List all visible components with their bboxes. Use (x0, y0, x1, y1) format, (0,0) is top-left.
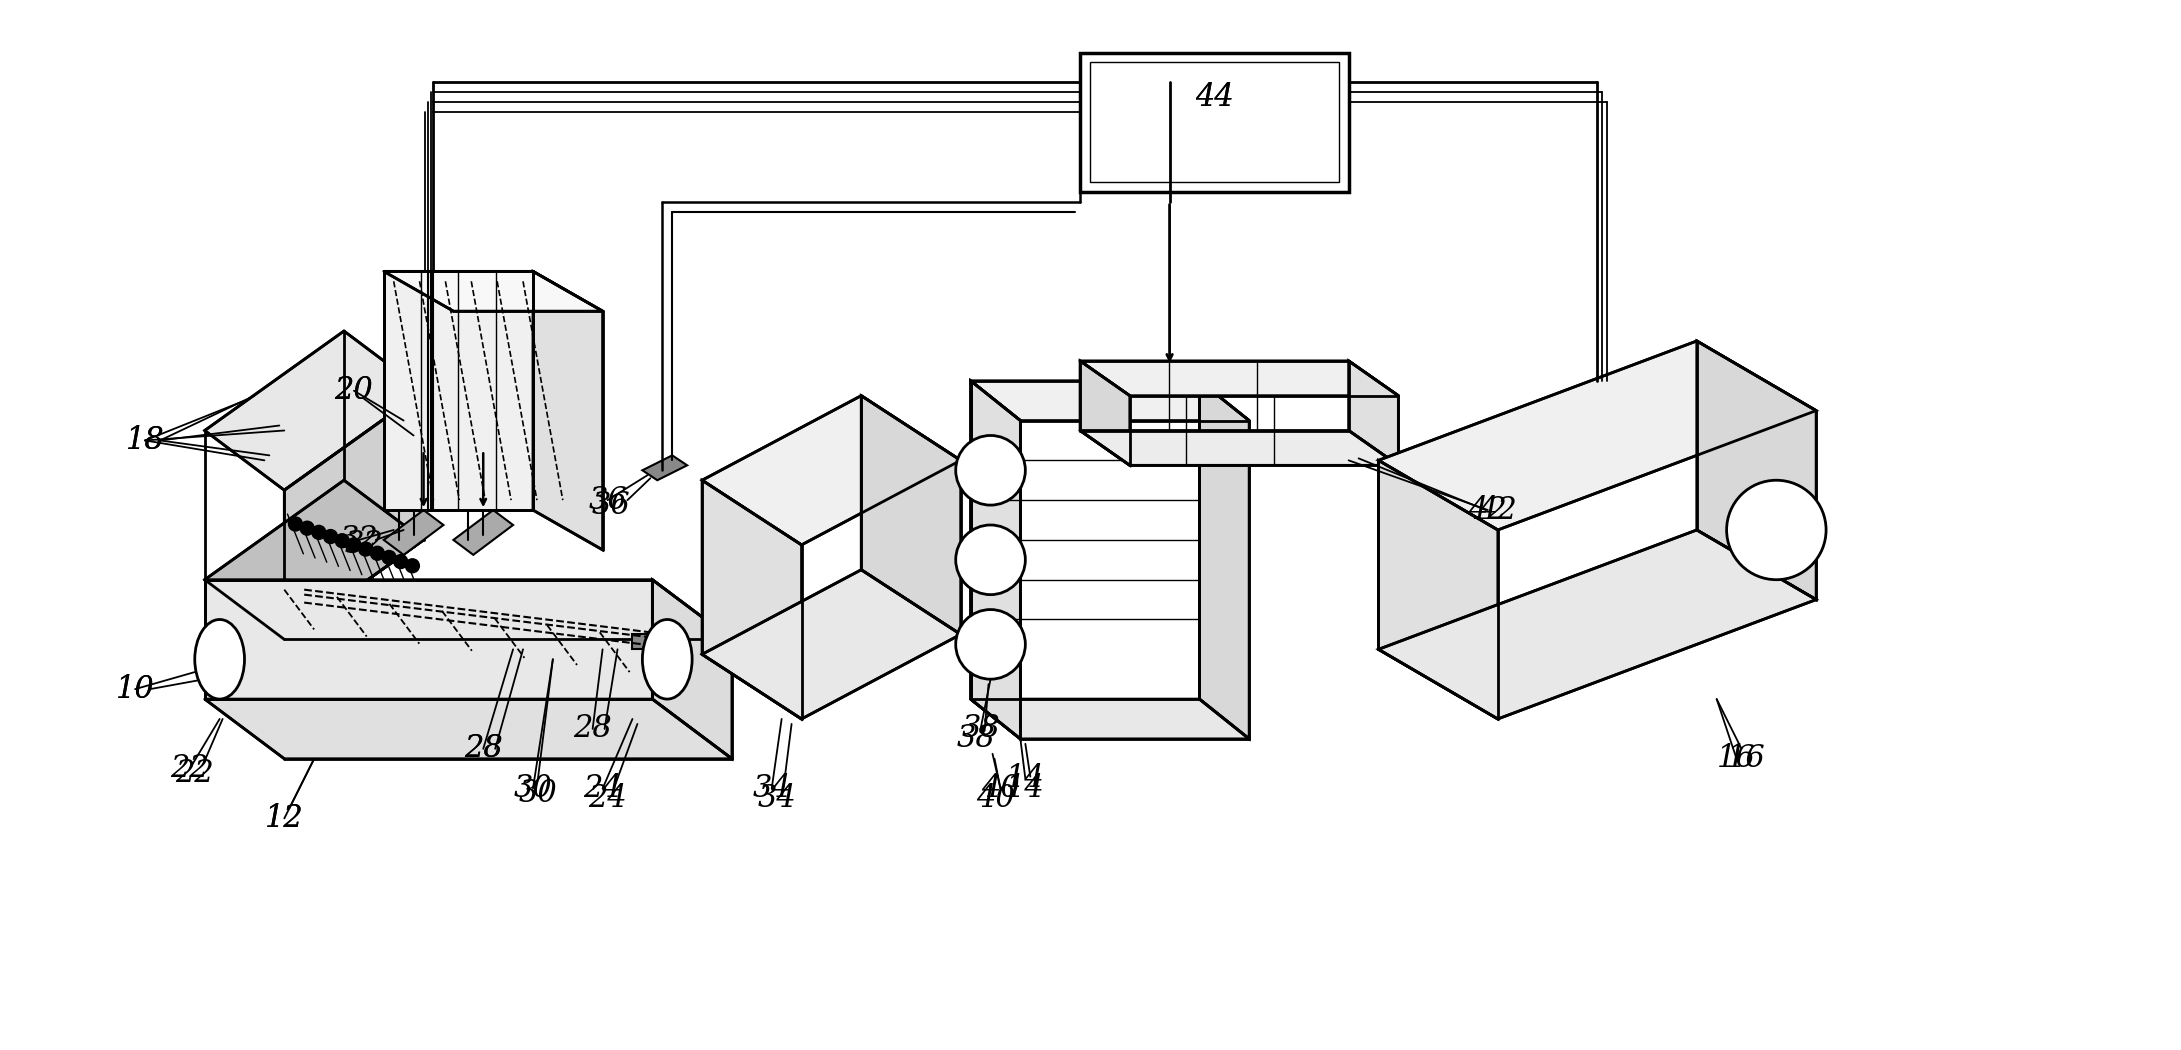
Text: 12: 12 (264, 803, 303, 834)
Text: 44: 44 (1195, 82, 1234, 112)
Polygon shape (205, 699, 733, 759)
Text: 14: 14 (1005, 763, 1045, 794)
Circle shape (336, 533, 349, 548)
Polygon shape (384, 271, 532, 510)
Polygon shape (205, 580, 733, 639)
Polygon shape (971, 699, 1250, 739)
Polygon shape (384, 510, 443, 554)
Text: 14: 14 (1005, 773, 1045, 804)
Circle shape (312, 525, 325, 540)
Polygon shape (454, 510, 513, 554)
Text: 28: 28 (465, 733, 502, 764)
Text: 32: 32 (340, 524, 377, 555)
Polygon shape (384, 271, 602, 311)
Text: 22: 22 (174, 758, 214, 790)
Polygon shape (1378, 341, 1817, 530)
Circle shape (406, 559, 419, 572)
Polygon shape (1080, 52, 1348, 192)
Circle shape (301, 521, 314, 536)
Ellipse shape (955, 436, 1025, 505)
Polygon shape (702, 570, 960, 719)
Polygon shape (1378, 460, 1498, 719)
Polygon shape (205, 331, 423, 490)
Text: 36: 36 (591, 489, 630, 521)
Text: 30: 30 (519, 778, 558, 810)
Ellipse shape (194, 620, 244, 699)
Circle shape (323, 529, 338, 544)
Circle shape (395, 554, 408, 568)
Text: 10: 10 (116, 674, 155, 705)
Polygon shape (652, 580, 733, 759)
Polygon shape (1090, 62, 1339, 182)
Text: 36: 36 (589, 485, 626, 516)
Polygon shape (1080, 430, 1398, 465)
Polygon shape (205, 480, 423, 639)
Text: 38: 38 (962, 713, 999, 744)
Text: 40: 40 (981, 773, 1021, 804)
Text: 24: 24 (589, 783, 626, 814)
Polygon shape (702, 480, 803, 719)
Polygon shape (632, 634, 663, 649)
Circle shape (382, 550, 397, 565)
Polygon shape (971, 381, 1021, 739)
Polygon shape (1697, 341, 1817, 600)
Polygon shape (643, 456, 687, 480)
Ellipse shape (643, 620, 691, 699)
Text: 28: 28 (574, 713, 613, 744)
Text: 34: 34 (752, 773, 792, 804)
Polygon shape (1378, 530, 1817, 719)
Text: 16: 16 (1716, 743, 1756, 774)
Circle shape (288, 517, 303, 531)
Polygon shape (971, 381, 1021, 739)
Text: 32: 32 (345, 529, 384, 561)
Polygon shape (1080, 361, 1398, 396)
Text: 30: 30 (513, 773, 552, 804)
Text: 18: 18 (126, 425, 164, 456)
Text: 12: 12 (264, 803, 303, 834)
Text: 34: 34 (757, 783, 796, 814)
Polygon shape (205, 580, 652, 699)
Text: 20: 20 (334, 375, 373, 406)
Polygon shape (861, 396, 960, 634)
Polygon shape (1348, 361, 1398, 465)
Ellipse shape (955, 610, 1025, 679)
Text: 42: 42 (1468, 495, 1507, 526)
Text: 18: 18 (126, 425, 164, 456)
Ellipse shape (955, 525, 1025, 594)
Text: 24: 24 (582, 773, 622, 804)
Polygon shape (702, 396, 960, 545)
Text: 40: 40 (977, 783, 1014, 814)
Text: 20: 20 (334, 375, 373, 406)
Text: 10: 10 (116, 674, 155, 705)
Text: 42: 42 (1479, 495, 1518, 526)
Circle shape (358, 542, 373, 557)
Circle shape (371, 546, 384, 561)
Polygon shape (532, 271, 602, 550)
Circle shape (347, 538, 360, 552)
Polygon shape (971, 381, 1250, 421)
Ellipse shape (1727, 480, 1825, 580)
Text: 16: 16 (1727, 743, 1767, 774)
Polygon shape (284, 391, 423, 639)
Polygon shape (1080, 361, 1130, 465)
Text: 28: 28 (465, 733, 502, 764)
Polygon shape (1200, 381, 1250, 739)
Text: 22: 22 (170, 753, 209, 784)
Text: 44: 44 (1195, 82, 1234, 112)
Text: 38: 38 (955, 723, 995, 754)
